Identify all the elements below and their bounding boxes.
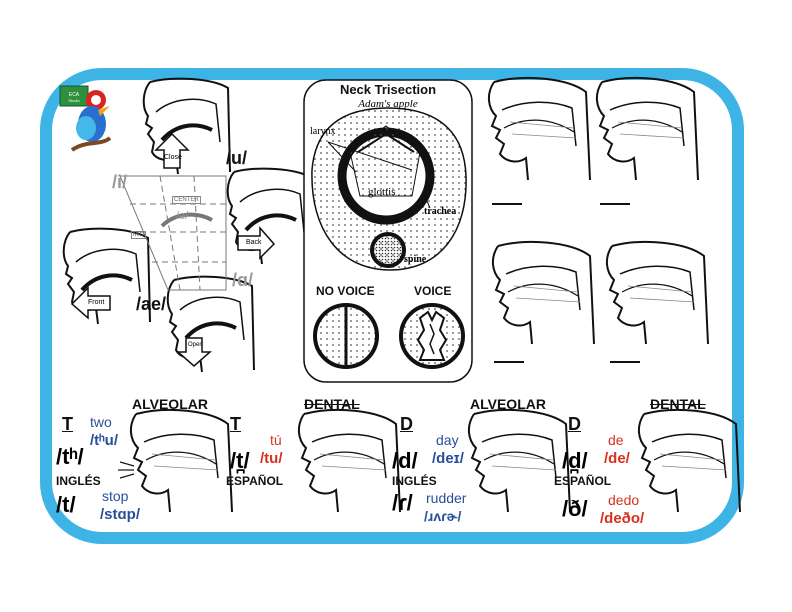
- aspiration-puff-icon: [118, 461, 135, 479]
- arrow-open-icon: [176, 337, 212, 367]
- head-bottom-2: [297, 408, 401, 513]
- vowel-schwa-label: /ə/: [176, 210, 189, 222]
- head-right-1: [487, 76, 591, 181]
- glottis-label: glottis: [368, 186, 396, 198]
- d2-eth: /ð/: [562, 496, 588, 521]
- d2-ex1: de: [608, 432, 624, 448]
- arrow-back-icon: [237, 226, 276, 260]
- t2-ex1-ipa: /tu/: [260, 450, 283, 467]
- t1-ex2-ipa: /stɑp/: [100, 506, 140, 523]
- neck-title: Neck Trisection: [339, 82, 437, 97]
- d2-letter: D: [568, 414, 581, 434]
- t1-ex2: stop: [102, 488, 129, 504]
- mid-label: MID: [131, 231, 146, 239]
- front-label: Front: [88, 299, 105, 306]
- head-right-4: [605, 240, 709, 345]
- vowel-chart-grid: [119, 175, 227, 291]
- svg-text:Studio: Studio: [68, 98, 80, 103]
- parrot-logo-icon: ECA Studio: [59, 85, 112, 152]
- t2-letter: T: [230, 414, 241, 434]
- d1-ex1: day: [436, 432, 459, 448]
- d1-ex1-ipa: /deɪ/: [432, 450, 464, 467]
- center-label: CENTER: [172, 196, 201, 204]
- d1-lang: INGLÉS: [392, 474, 437, 488]
- neck-subtitle: Adam's apple: [358, 98, 418, 110]
- d1-phon: /d/: [392, 448, 418, 473]
- head-bottom-3: [467, 408, 571, 513]
- d2-lang: ESPAÑOL: [554, 474, 612, 488]
- vowel-i-label: /i/: [112, 172, 128, 192]
- spine-label: spine: [404, 254, 427, 265]
- voice-label: VOICE: [414, 284, 452, 298]
- arrow-front-icon: [70, 286, 111, 320]
- vowel-a-label: /ɑ/: [232, 270, 253, 290]
- head-bottom-4: [637, 408, 741, 513]
- t1-plain: /t/: [56, 492, 76, 517]
- d2-ex1-ipa: /de/: [604, 450, 630, 467]
- dental-heading-1: DENTAL: [304, 396, 360, 412]
- t1-ex1: two: [90, 414, 112, 430]
- spine-circle: [370, 232, 406, 268]
- center-tongue: [160, 212, 213, 228]
- back-label: Back: [246, 239, 262, 246]
- dental-heading-2: DENTAL: [650, 396, 706, 412]
- t2-ex1: tú: [270, 432, 282, 448]
- t1-letter: T: [62, 414, 73, 434]
- head-right-3: [491, 240, 595, 345]
- glottis-vibrating-icon: [399, 303, 465, 369]
- vowel-ae-label: /ae/: [136, 294, 167, 314]
- alveolar-heading-2: ALVEOLAR: [470, 396, 546, 412]
- d2-ex2-ipa: /deðo/: [600, 510, 645, 527]
- d1-ex2: rudder: [426, 490, 467, 506]
- head-bottom-1: [129, 408, 233, 513]
- d2-phon: /d̪/: [562, 448, 588, 473]
- t1-lang: INGLÉS: [56, 474, 101, 488]
- t1-ex1-ipa: /tʰu/: [90, 432, 119, 449]
- vowel-u-label: /u/: [226, 148, 247, 168]
- trachea-label: trachea: [424, 206, 457, 217]
- glottis-open-icon: [313, 303, 379, 369]
- no-voice-label: NO VOICE: [316, 284, 375, 298]
- t2-phon: /t̪/: [230, 448, 250, 473]
- arrow-close-icon: [154, 132, 190, 169]
- t1-phon: /tʰ/: [56, 444, 84, 469]
- d1-letter: D: [400, 414, 413, 434]
- alveolar-heading-1: ALVEOLAR: [132, 396, 208, 412]
- head-right-2: [595, 76, 699, 181]
- t2-lang: ESPAÑOL: [226, 474, 284, 488]
- open-label: Open: [188, 342, 203, 348]
- svg-text:ECA: ECA: [69, 92, 80, 98]
- d1-flap: /ɾ/: [392, 490, 413, 515]
- larynx-label: larynx: [310, 126, 336, 137]
- d2-ex2: dedo: [608, 492, 640, 508]
- d1-ex2-ipa: /ɹʌɾɚ/: [424, 508, 462, 524]
- close-label: Close: [164, 154, 182, 161]
- head-close: [141, 76, 232, 176]
